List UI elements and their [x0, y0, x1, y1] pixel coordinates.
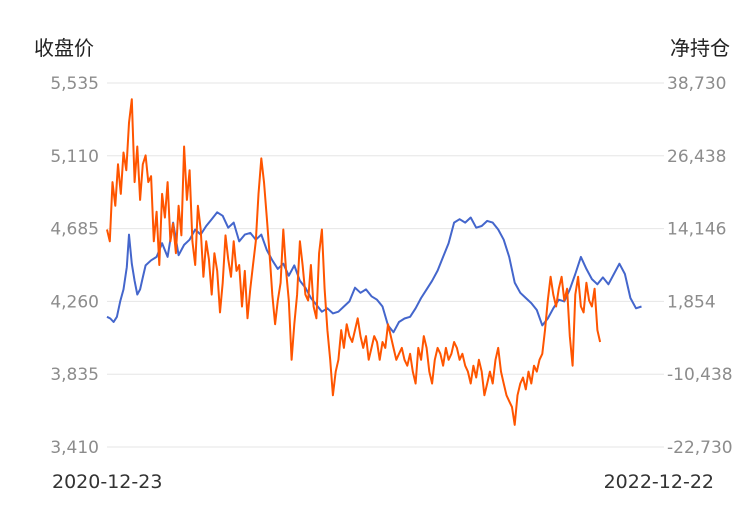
- left-axis-ticks: 5,535 5,110 4,685 4,260 3,835 3,410: [50, 74, 99, 458]
- right-tick-label: -10,438: [667, 365, 733, 385]
- right-tick-label: -22,730: [667, 438, 733, 458]
- series-group: [106, 98, 642, 426]
- left-tick-label: 3,835: [50, 365, 99, 385]
- x-label-start: 2020-12-23: [52, 471, 162, 493]
- left-axis-title: 收盘价: [34, 36, 94, 60]
- x-label-end: 2022-12-22: [604, 471, 714, 493]
- right-tick-label: 26,438: [667, 147, 726, 167]
- close-price-line: [106, 211, 642, 334]
- left-tick-label: 5,110: [50, 147, 99, 167]
- left-tick-label: 5,535: [50, 74, 99, 94]
- left-tick-label: 4,685: [50, 220, 99, 240]
- grid-lines: [107, 82, 664, 448]
- right-axis-title: 净持仓: [670, 36, 730, 60]
- left-tick-label: 4,260: [50, 292, 99, 312]
- net-position-line: [106, 98, 602, 426]
- right-tick-label: 38,730: [667, 74, 726, 94]
- right-tick-label: 14,146: [667, 220, 726, 240]
- right-axis-ticks: 38,730 26,438 14,146 1,854 -10,438 -22,730: [667, 74, 733, 458]
- left-tick-label: 3,410: [50, 438, 99, 458]
- right-tick-label: 1,854: [667, 292, 716, 312]
